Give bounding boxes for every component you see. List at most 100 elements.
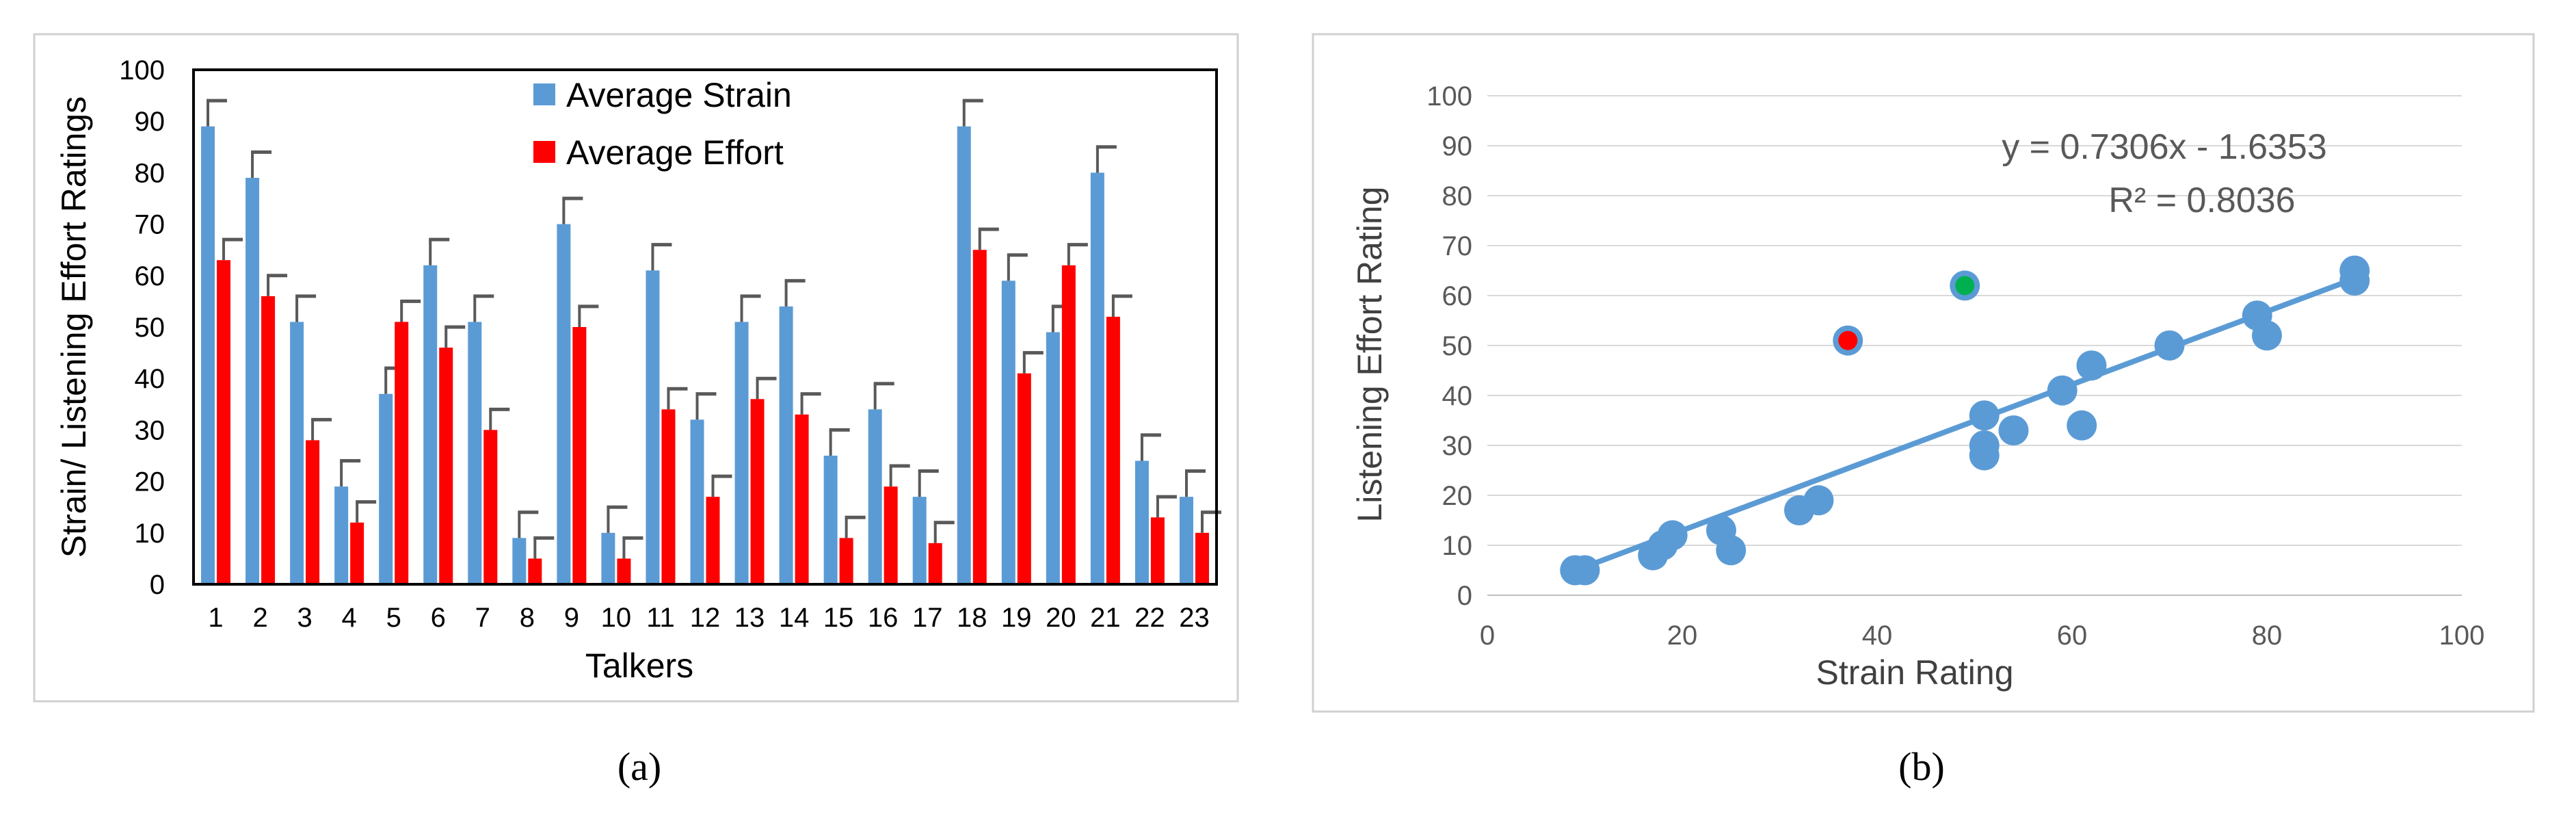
data-point (1998, 415, 2029, 446)
effort-bar (1106, 316, 1120, 584)
effort-bar (395, 322, 409, 584)
strain-bar (646, 270, 660, 584)
panel-b-y-axis-label: Listening Effort Rating (1351, 186, 1389, 522)
data-point (1569, 555, 1600, 586)
effort-bar (1150, 517, 1165, 584)
strain-bar (912, 497, 927, 584)
panel-b-y-tick-label: 70 (1442, 231, 1473, 261)
strain-bar (290, 322, 304, 584)
strain-bar (823, 456, 838, 584)
panel-a-y-tick-label: 80 (135, 158, 165, 188)
effort-bar (483, 430, 498, 584)
strain-bar (868, 409, 882, 584)
panel-a-caption: (a) (618, 744, 661, 789)
panel-a-x-tick-label: 13 (734, 603, 765, 633)
data-point (1969, 430, 2000, 460)
panel-a-x-axis-label: Talkers (585, 647, 693, 685)
panel-a-x-tick-label: 5 (386, 603, 401, 633)
panel-b-y-tick-label: 50 (1442, 331, 1473, 361)
strain-bar (245, 177, 260, 584)
panel-a-y-tick-label: 90 (135, 107, 165, 137)
panel-b-frame (1312, 33, 2535, 713)
panel-a-y-tick-label: 50 (135, 313, 165, 343)
data-point (2154, 330, 2185, 361)
panel-b-x-axis-label: Strain Rating (1816, 653, 2013, 692)
panel-b: 0 10 20 30 40 50 60 70 80 90 100 0 20 40 60 80 100 y = … (1312, 33, 2535, 789)
strain-bar (557, 224, 571, 585)
panel-b-points (1560, 255, 2370, 586)
effort-bar (439, 348, 453, 584)
panel-a-x-tick-label: 16 (868, 603, 899, 633)
panel-a-y-tick-label: 0 (150, 570, 165, 600)
effort-bar (1061, 265, 1076, 584)
data-point (1969, 400, 2000, 431)
effort-bar (839, 538, 853, 584)
panel-a-x-tick-label: 8 (520, 603, 535, 633)
effort-bar (972, 250, 987, 584)
panel-b-y-tick-label: 0 (1457, 581, 1472, 611)
panel-a-y-tick-label: 60 (135, 261, 165, 291)
highlighted-point-center (1838, 330, 1858, 350)
panel-a-x-tick-label: 12 (690, 603, 721, 633)
legend-swatch (533, 141, 555, 163)
panel-b-x-tick-label: 80 (2252, 621, 2283, 651)
panel-b-x-tick-label: 40 (1862, 621, 1893, 651)
panel-a-y-tick-label: 100 (119, 55, 165, 86)
panel-a-x-tick-label: 14 (779, 603, 810, 633)
effort-bar (884, 486, 898, 584)
data-point (2252, 320, 2282, 351)
panel-a-bars (201, 99, 1221, 585)
panel-b-y-tick-label: 60 (1442, 281, 1473, 311)
data-point (1803, 485, 1834, 516)
effort-bar (261, 296, 276, 584)
panel-a-x-tick-label: 15 (823, 603, 854, 633)
data-point (2067, 410, 2097, 441)
effort-bar (750, 399, 765, 584)
strain-bar (1046, 332, 1060, 584)
effort-bar (306, 440, 320, 584)
panel-a-x-tick-label: 9 (564, 603, 579, 633)
panel-a-x-ticks: 1 2 3 4 5 6 7 8 9 10 11 12 13 14 15 16 17 18 19 20 21 22 23 (208, 603, 1209, 633)
panel-b-x-tick-label: 60 (2057, 621, 2088, 651)
trendline (1572, 276, 2358, 573)
strain-bar (379, 393, 393, 584)
panel-b-y-tick-label: 20 (1442, 481, 1473, 511)
panel-b-y-tick-label: 90 (1442, 131, 1473, 161)
effort-bar (706, 497, 720, 584)
effort-bar (528, 558, 542, 584)
panel-b-x-tick-label: 0 (1480, 621, 1495, 651)
strain-bar (690, 419, 704, 584)
strain-bar (468, 322, 482, 584)
panel-a-x-tick-label: 10 (601, 603, 632, 633)
panel-a-legend: Average Strain Average Effort (533, 76, 792, 172)
effort-bar (928, 543, 942, 584)
effort-bar (350, 522, 364, 584)
r-squared-label: R² = 0.8036 (2108, 181, 2295, 220)
panel-b-y-ticks: 0 10 20 30 40 50 60 70 80 90 100 (1426, 81, 1472, 611)
panel-a-y-ticks: 0 10 20 30 40 50 60 70 80 90 100 (119, 55, 165, 600)
panel-a-x-tick-label: 11 (646, 603, 675, 633)
strain-bar (1001, 281, 1015, 584)
legend-swatch (533, 83, 555, 105)
legend-entry: Average Effort (566, 133, 784, 172)
panel-b-y-tick-label: 10 (1442, 531, 1473, 561)
panel-b-x-ticks: 0 20 40 60 80 100 (1480, 621, 2485, 651)
panel-a-y-tick-label: 20 (135, 467, 165, 497)
strain-bar (1090, 172, 1104, 584)
strain-bar (779, 306, 793, 584)
panel-a-x-tick-label: 1 (208, 603, 223, 633)
panel-a-y-tick-label: 10 (135, 519, 165, 549)
trendline-equation: y = 0.7306x - 1.6353 (2002, 127, 2327, 167)
panel-a-y-tick-label: 70 (135, 210, 165, 240)
effort-bar (617, 558, 631, 584)
panel-b-x-tick-label: 100 (2439, 621, 2485, 651)
panel-a-x-tick-label: 4 (342, 603, 357, 633)
strain-bar (423, 265, 438, 584)
legend-entry: Average Strain (566, 76, 792, 114)
panel-a-x-tick-label: 22 (1134, 603, 1165, 633)
panel-b-x-tick-label: 20 (1667, 621, 1698, 651)
panel-b-y-tick-label: 40 (1442, 381, 1473, 411)
panel-a-y-tick-label: 40 (135, 364, 165, 394)
strain-bar (201, 126, 215, 585)
strain-bar (601, 532, 615, 584)
